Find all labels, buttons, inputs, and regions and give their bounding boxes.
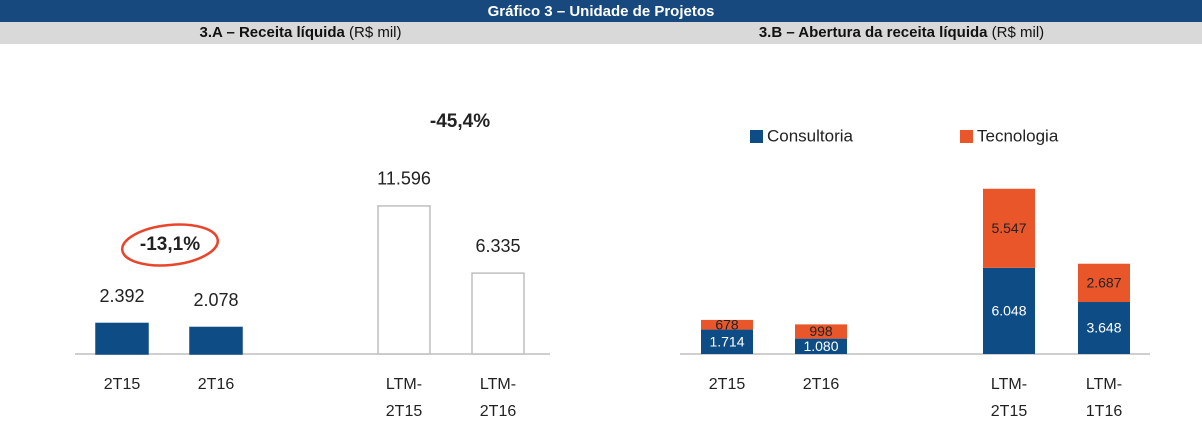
value-label: 2.392 — [99, 286, 144, 306]
legend-swatch — [750, 130, 763, 143]
subtitle-bold: 3.A – Receita líquida — [199, 24, 345, 41]
subheader-bar — [0, 22, 1202, 44]
bar — [189, 326, 243, 355]
value-label: 1.714 — [709, 333, 744, 349]
annotation-circle — [120, 223, 220, 267]
annotation: -13,1% — [140, 234, 200, 255]
x-tick-label: LTM- 2T15 — [990, 376, 1028, 420]
subtitle-bold: 3.B – Abertura da receita líquida — [758, 24, 988, 41]
legend-label: Consultoria — [767, 126, 854, 145]
bar-segment — [795, 338, 847, 354]
bar-segment — [1078, 302, 1130, 354]
x-tick-label: LTM- 2T16 — [479, 376, 517, 420]
value-label: 678 — [715, 316, 739, 332]
header-title: Gráfico 3 – Unidade de Projetos — [488, 3, 715, 20]
bar-segment — [983, 188, 1035, 268]
bar-segment — [701, 329, 753, 354]
annotation: -45,4% — [430, 111, 490, 132]
value-label: 11.596 — [377, 169, 431, 189]
value-label: 3.648 — [1086, 320, 1121, 336]
bar — [95, 322, 149, 355]
subtitle-unit: (R$ mil) — [991, 24, 1045, 41]
bar-segment — [983, 267, 1035, 354]
legend-swatch — [960, 130, 973, 143]
x-tick-label: LTM- 2T15 — [385, 376, 423, 420]
value-label: 2.078 — [193, 290, 238, 310]
x-tick-label: LTM- 1T16 — [1085, 376, 1123, 420]
subtitle-unit: (R$ mil) — [349, 24, 402, 41]
value-label: 6.048 — [991, 303, 1026, 319]
value-label: 998 — [809, 323, 833, 339]
bar-segment — [1078, 263, 1130, 303]
header-bar — [0, 0, 1202, 22]
bar — [377, 205, 431, 355]
value-label: 5.547 — [991, 220, 1026, 236]
subtitle: 3.A – Receita líquida (R$ mil) — [0, 22, 601, 44]
x-tick-label: 2T15 — [103, 376, 141, 393]
value-label: 2.687 — [1086, 275, 1121, 291]
x-tick-label: 2T16 — [197, 376, 235, 393]
legend-label: Tecnologia — [977, 126, 1059, 145]
x-tick-label: 2T15 — [708, 376, 746, 393]
bar-segment — [795, 324, 847, 339]
subtitle: 3.B – Abertura da receita líquida (R$ mi… — [601, 22, 1202, 44]
x-tick-label: 2T16 — [802, 376, 840, 393]
value-label: 6.335 — [475, 236, 520, 256]
bar-segment — [701, 319, 753, 330]
value-label: 1.080 — [803, 338, 838, 354]
bar — [471, 272, 525, 355]
